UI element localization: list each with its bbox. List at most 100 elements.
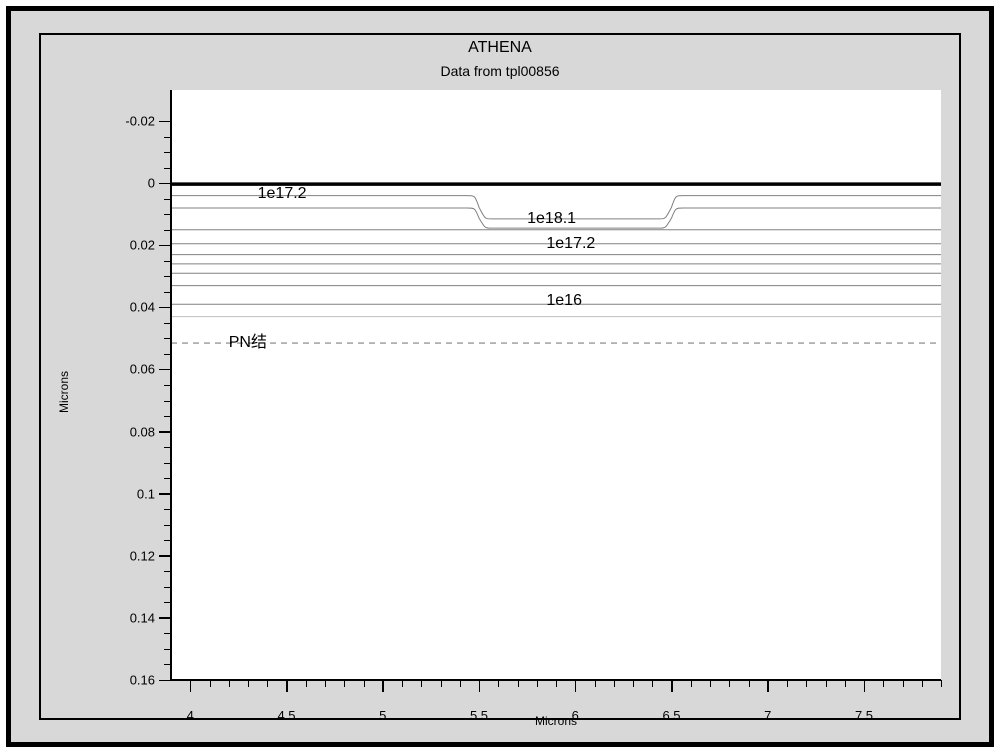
x-tick-minor bbox=[537, 680, 538, 687]
x-tick-minor bbox=[344, 680, 345, 687]
x-tick-minor bbox=[729, 680, 730, 687]
x-tick-minor bbox=[267, 680, 268, 687]
y-tick-minor bbox=[164, 587, 171, 588]
y-tick-major bbox=[159, 183, 171, 185]
x-tick-minor bbox=[787, 680, 788, 687]
annotation-label: 1e17.2 bbox=[546, 235, 595, 253]
y-tick-minor bbox=[164, 664, 171, 665]
x-tick-minor bbox=[556, 680, 557, 687]
y-tick-label: 0.16 bbox=[105, 673, 155, 688]
y-tick-minor bbox=[164, 214, 171, 215]
y-tick-minor bbox=[164, 230, 171, 231]
y-tick-label: 0 bbox=[105, 176, 155, 191]
x-tick-major bbox=[767, 680, 769, 692]
y-tick-minor bbox=[164, 509, 171, 510]
y-tick-minor bbox=[164, 168, 171, 169]
y-tick-major bbox=[159, 369, 171, 371]
y-tick-major bbox=[159, 245, 171, 247]
y-tick-minor bbox=[164, 571, 171, 572]
plot-panel: ATHENA Data from tpl00856 1e17.21e18.11e… bbox=[39, 33, 961, 720]
x-tick-minor bbox=[364, 680, 365, 687]
x-tick-label: 4.5 bbox=[277, 708, 295, 723]
y-tick-minor bbox=[164, 602, 171, 603]
y-tick-label: 0.02 bbox=[105, 238, 155, 253]
x-tick-minor bbox=[595, 680, 596, 687]
y-tick-minor bbox=[164, 478, 171, 479]
y-tick-label: 0.12 bbox=[105, 548, 155, 563]
x-tick-minor bbox=[633, 680, 634, 687]
x-tick-major bbox=[286, 680, 288, 692]
x-tick-minor bbox=[229, 680, 230, 687]
plot-area: 1e17.21e18.11e17.21e16PN结 bbox=[171, 90, 941, 680]
x-tick-minor bbox=[749, 680, 750, 687]
x-tick-minor bbox=[402, 680, 403, 687]
annotation-label: 1e16 bbox=[546, 292, 582, 310]
x-tick-major bbox=[671, 680, 673, 692]
x-tick-minor bbox=[883, 680, 884, 687]
y-tick-label: 0.04 bbox=[105, 300, 155, 315]
y-axis-title: Microns bbox=[57, 371, 71, 413]
x-tick-minor bbox=[903, 680, 904, 687]
y-tick-minor bbox=[164, 649, 171, 650]
y-tick-minor bbox=[164, 338, 171, 339]
y-tick-minor bbox=[164, 463, 171, 464]
y-tick-label: 0.1 bbox=[105, 486, 155, 501]
y-tick-major bbox=[159, 493, 171, 495]
x-tick-label: 4 bbox=[187, 708, 194, 723]
x-tick-label: 6.5 bbox=[662, 708, 680, 723]
y-tick-label: 0.14 bbox=[105, 610, 155, 625]
y-tick-minor bbox=[164, 137, 171, 138]
x-tick-label: 5 bbox=[379, 708, 386, 723]
x-tick-label: 7 bbox=[764, 708, 771, 723]
y-tick-major bbox=[159, 431, 171, 433]
x-tick-minor bbox=[941, 680, 942, 687]
x-tick-minor bbox=[826, 680, 827, 687]
x-tick-minor bbox=[691, 680, 692, 687]
y-tick-minor bbox=[164, 261, 171, 262]
y-tick-minor bbox=[164, 292, 171, 293]
outer-border: ATHENA Data from tpl00856 1e17.21e18.11e… bbox=[6, 6, 994, 747]
x-tick-minor bbox=[460, 680, 461, 687]
y-tick-minor bbox=[164, 416, 171, 417]
y-tick-major bbox=[159, 680, 171, 682]
x-tick-major bbox=[575, 680, 577, 692]
x-tick-minor bbox=[248, 680, 249, 687]
x-tick-label: 7.5 bbox=[855, 708, 873, 723]
y-tick-label: -0.02 bbox=[105, 114, 155, 129]
x-tick-minor bbox=[845, 680, 846, 687]
x-tick-major bbox=[864, 680, 866, 692]
app-window: ATHENA Data from tpl00856 1e17.21e18.11e… bbox=[0, 0, 1000, 753]
y-tick-minor bbox=[164, 401, 171, 402]
x-tick-minor bbox=[325, 680, 326, 687]
annotation-label: 1e18.1 bbox=[527, 210, 576, 228]
x-tick-minor bbox=[210, 680, 211, 687]
annotation-label: PN结 bbox=[229, 328, 267, 352]
y-tick-label: 0.06 bbox=[105, 362, 155, 377]
y-tick-minor bbox=[164, 633, 171, 634]
y-tick-minor bbox=[164, 276, 171, 277]
y-tick-minor bbox=[164, 540, 171, 541]
y-tick-minor bbox=[164, 385, 171, 386]
y-tick-minor bbox=[164, 323, 171, 324]
y-tick-major bbox=[159, 555, 171, 557]
contour-plot bbox=[171, 90, 941, 680]
y-tick-major bbox=[159, 121, 171, 123]
x-tick-major bbox=[190, 680, 192, 692]
x-tick-minor bbox=[652, 680, 653, 687]
plot-title: ATHENA bbox=[41, 39, 959, 57]
y-tick-minor bbox=[164, 447, 171, 448]
x-tick-minor bbox=[614, 680, 615, 687]
x-tick-major bbox=[479, 680, 481, 692]
y-tick-minor bbox=[164, 525, 171, 526]
y-tick-minor bbox=[164, 199, 171, 200]
x-tick-minor bbox=[518, 680, 519, 687]
x-tick-minor bbox=[806, 680, 807, 687]
x-tick-minor bbox=[922, 680, 923, 687]
x-tick-minor bbox=[421, 680, 422, 687]
x-tick-minor bbox=[498, 680, 499, 687]
x-tick-major bbox=[382, 680, 384, 692]
x-tick-label: 5.5 bbox=[470, 708, 488, 723]
x-tick-minor bbox=[710, 680, 711, 687]
y-tick-major bbox=[159, 617, 171, 619]
x-tick-label: 6 bbox=[572, 708, 579, 723]
